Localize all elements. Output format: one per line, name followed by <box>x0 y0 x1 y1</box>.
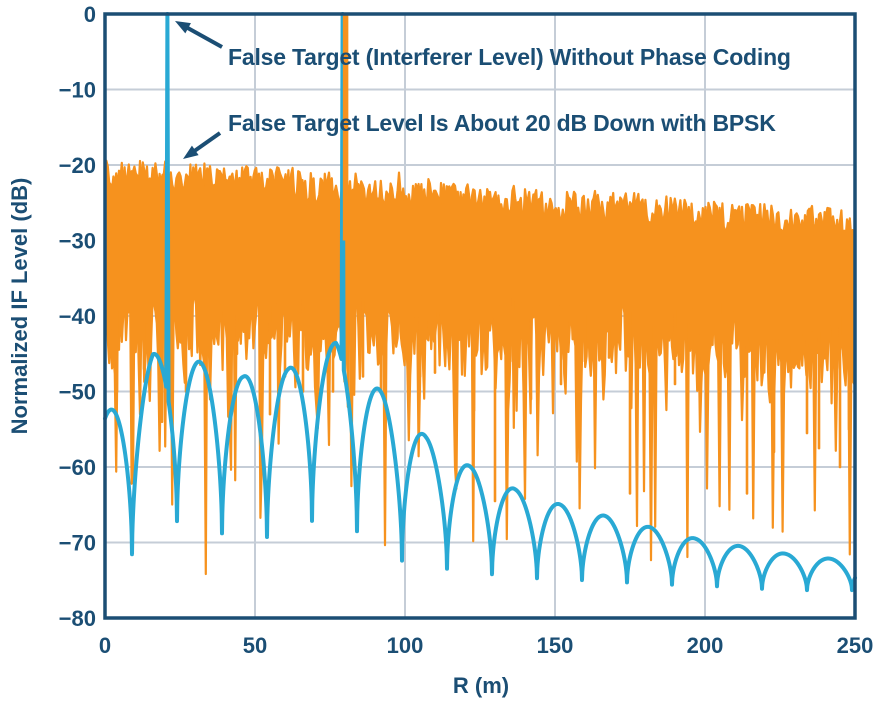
annotation-false-target-without-coding: False Target (Interferer Level) Without … <box>228 44 791 70</box>
y-axis-title: Normalized IF Level (dB) <box>7 177 32 435</box>
series-without-phase-coding <box>103 12 857 593</box>
y-tick-label: −60 <box>59 455 96 480</box>
y-tick-label: −10 <box>59 78 96 103</box>
plot-frame <box>103 12 857 620</box>
annotation-arrowhead-icon <box>175 21 191 34</box>
annotation-false-target-bpsk: False Target Level Is About 20 dB Down w… <box>228 110 776 136</box>
tick-labels: 0−10−20−30−40−50−60−70−800 50 100 150 200 250 <box>59 2 874 658</box>
y-tick-label: −40 <box>59 304 96 329</box>
series-with-bpsk-noise-band <box>103 159 856 576</box>
y-tick-label: −30 <box>59 229 96 254</box>
annotation-arrow-line <box>184 25 223 49</box>
x-tick-label: 0 <box>99 633 111 658</box>
y-tick-label: 0 <box>84 2 96 27</box>
y-tick-label: −50 <box>59 380 96 405</box>
y-tick-label: −80 <box>59 606 96 631</box>
x-tick-label: 150 <box>537 633 574 658</box>
annotation-arrowhead-icon <box>183 145 199 159</box>
series-with-bpsk-needles <box>115 220 851 503</box>
x-tick-label: 200 <box>687 633 724 658</box>
x-tick-label: 50 <box>243 633 267 658</box>
x-axis-title: R (m) <box>452 673 510 698</box>
y-tick-label: −70 <box>59 531 96 556</box>
y-tick-label: −20 <box>59 153 96 178</box>
x-tick-label: 250 <box>837 633 874 658</box>
x-tick-label: 100 <box>387 633 424 658</box>
annotation-arrow-line <box>191 131 222 154</box>
